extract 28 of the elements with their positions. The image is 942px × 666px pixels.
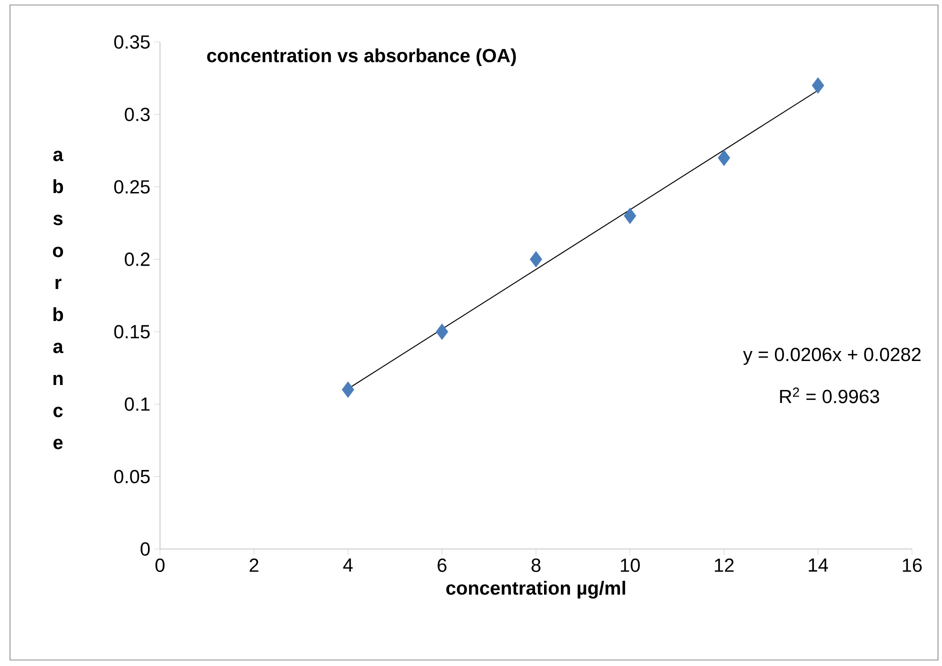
- point: [530, 251, 542, 268]
- annotation: y = 0.0206x + 0.0282: [743, 348, 921, 365]
- point: [624, 208, 636, 224]
- x-tick-label: 12: [714, 558, 734, 572]
- y-tick-label: 0.25: [114, 180, 150, 194]
- y-tick-label: 0: [140, 542, 150, 556]
- x-tick-label: 6: [438, 558, 446, 572]
- x-tick-label: 8: [532, 558, 540, 572]
- y-tick-label: 0.2: [124, 252, 150, 266]
- y-tick-label: 0.05: [114, 470, 150, 484]
- annotation: R$^{2}$ = 0.9963: [780, 388, 880, 404]
- point: [812, 77, 824, 94]
- x-tick-label: 0: [155, 558, 165, 572]
- chart-title: concentration vs absorbance (OA): [207, 48, 516, 66]
- x-tick-label: 14: [808, 558, 828, 572]
- point: [436, 324, 448, 340]
- x-tick-label: 4: [343, 558, 353, 572]
- y-tick-label: 0.1: [124, 397, 150, 411]
- x-tick-label: 16: [902, 558, 922, 572]
- point: [342, 381, 354, 398]
- x-tick-label: 2: [250, 558, 258, 572]
- point: [718, 150, 730, 166]
- y-tick-label: 0.35: [114, 35, 150, 49]
- x-axis-title: concentration µg/ml: [446, 580, 626, 599]
- y-tick-label: 0.3: [124, 108, 150, 122]
- text: absorbance: [52, 150, 64, 450]
- y-tick-label: 0.15: [114, 324, 150, 338]
- x-tick-label: 10: [620, 558, 640, 572]
